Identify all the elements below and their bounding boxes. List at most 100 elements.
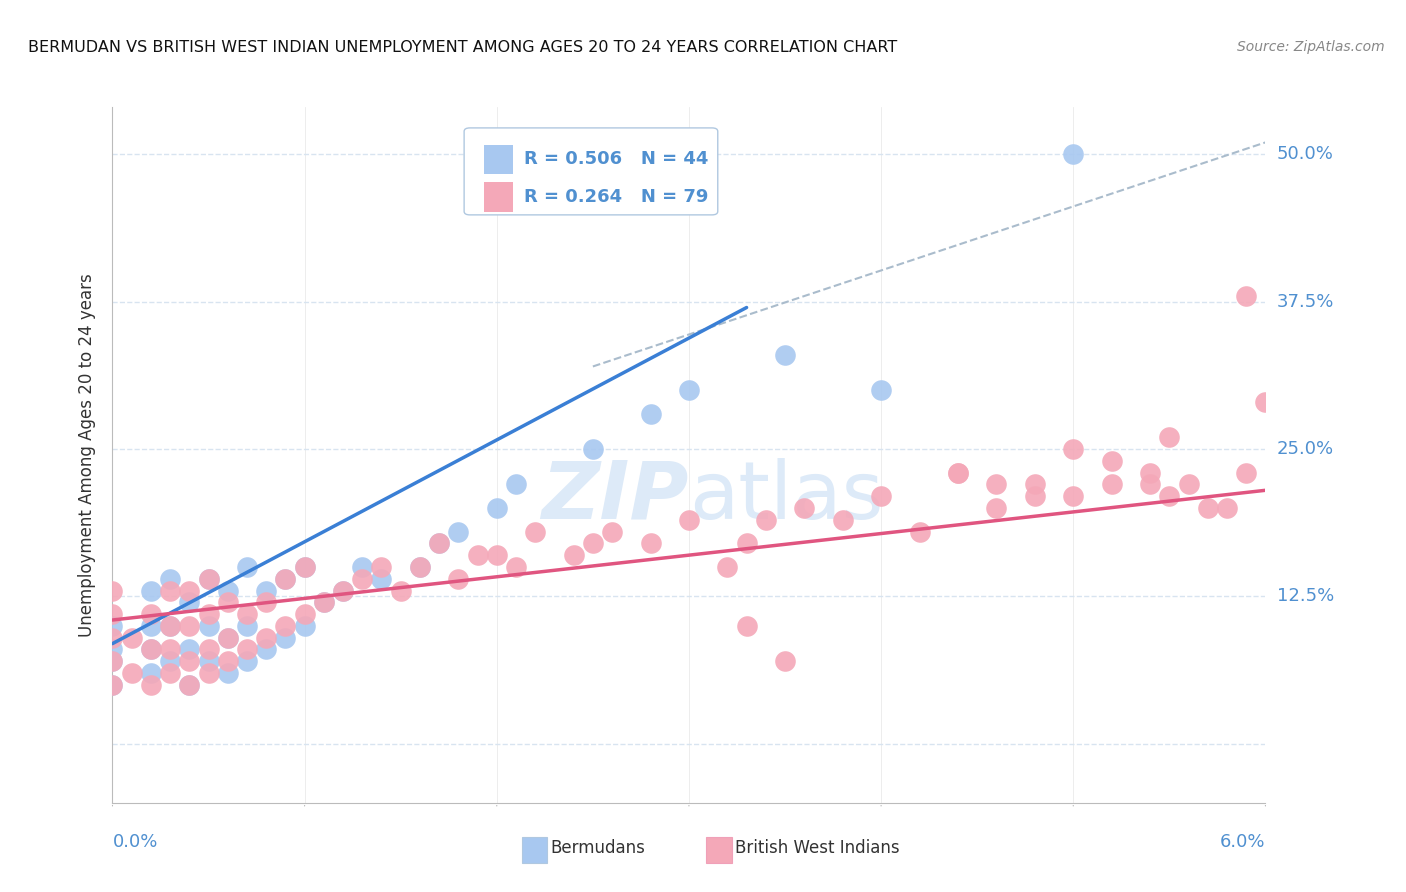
Text: 12.5%: 12.5% xyxy=(1277,588,1334,606)
Point xyxy=(312,595,335,609)
Point xyxy=(352,560,374,574)
Point xyxy=(409,560,432,574)
Point xyxy=(179,678,201,692)
Point xyxy=(908,524,931,539)
Point xyxy=(139,583,162,598)
Point xyxy=(294,560,316,574)
Point xyxy=(1159,489,1181,503)
Point xyxy=(121,666,143,681)
Point xyxy=(197,572,219,586)
Point xyxy=(773,654,796,668)
Point xyxy=(427,536,450,550)
Point xyxy=(294,619,316,633)
FancyBboxPatch shape xyxy=(464,128,718,215)
Bar xyxy=(522,837,547,863)
Point xyxy=(197,654,219,668)
Point xyxy=(332,583,354,598)
Text: R = 0.506   N = 44: R = 0.506 N = 44 xyxy=(524,151,709,169)
Point xyxy=(139,642,162,657)
Point xyxy=(159,619,181,633)
Point xyxy=(274,619,297,633)
Point xyxy=(139,678,162,692)
Point xyxy=(179,642,201,657)
Point xyxy=(600,524,623,539)
Point xyxy=(946,466,969,480)
Point xyxy=(121,631,143,645)
Point xyxy=(139,607,162,621)
Point xyxy=(1159,430,1181,444)
Point xyxy=(159,572,181,586)
Point xyxy=(716,560,738,574)
Text: Source: ZipAtlas.com: Source: ZipAtlas.com xyxy=(1237,40,1385,54)
Point xyxy=(1234,289,1257,303)
Point xyxy=(159,654,181,668)
Point xyxy=(179,595,201,609)
Text: 50.0%: 50.0% xyxy=(1277,145,1333,163)
Point xyxy=(236,560,259,574)
Text: atlas: atlas xyxy=(689,458,883,536)
Point xyxy=(217,631,239,645)
Point xyxy=(1139,477,1161,491)
Point xyxy=(236,619,259,633)
Point xyxy=(640,536,662,550)
Point xyxy=(582,442,605,456)
Text: 0.0%: 0.0% xyxy=(112,833,157,851)
Point xyxy=(946,466,969,480)
Point xyxy=(312,595,335,609)
Point xyxy=(582,536,605,550)
Point xyxy=(179,678,201,692)
Text: British West Indians: British West Indians xyxy=(735,839,900,857)
Text: ZIP: ZIP xyxy=(541,458,689,536)
Point xyxy=(332,583,354,598)
Point xyxy=(831,513,853,527)
Point xyxy=(793,500,815,515)
Point xyxy=(101,654,124,668)
Point xyxy=(1062,489,1084,503)
Point xyxy=(1216,500,1239,515)
Point xyxy=(254,631,277,645)
Point xyxy=(870,383,893,397)
Point xyxy=(505,560,527,574)
Point xyxy=(101,631,124,645)
Point xyxy=(217,583,239,598)
Point xyxy=(1234,466,1257,480)
Point xyxy=(139,619,162,633)
Text: Bermudans: Bermudans xyxy=(551,839,645,857)
Bar xyxy=(706,837,731,863)
Point xyxy=(217,666,239,681)
Point xyxy=(735,536,758,550)
Bar xyxy=(484,182,513,211)
Point xyxy=(447,572,470,586)
Point xyxy=(236,642,259,657)
Point xyxy=(274,572,297,586)
Y-axis label: Unemployment Among Ages 20 to 24 years: Unemployment Among Ages 20 to 24 years xyxy=(77,273,96,637)
Point xyxy=(870,489,893,503)
Point xyxy=(139,642,162,657)
Point xyxy=(524,524,547,539)
Point xyxy=(735,619,758,633)
Point xyxy=(447,524,470,539)
Point xyxy=(389,583,412,598)
Point xyxy=(1177,477,1199,491)
Point xyxy=(1062,442,1084,456)
Point xyxy=(179,583,201,598)
Point xyxy=(1062,147,1084,161)
Point xyxy=(678,513,700,527)
Point xyxy=(101,678,124,692)
Point xyxy=(197,619,219,633)
Point xyxy=(159,583,181,598)
Point xyxy=(640,407,662,421)
Point xyxy=(352,572,374,586)
Point xyxy=(197,642,219,657)
Point xyxy=(197,607,219,621)
Point xyxy=(755,513,778,527)
Point xyxy=(505,477,527,491)
Point xyxy=(197,666,219,681)
Point xyxy=(101,619,124,633)
Text: 25.0%: 25.0% xyxy=(1277,440,1334,458)
Point xyxy=(294,560,316,574)
Point xyxy=(678,383,700,397)
Text: 6.0%: 6.0% xyxy=(1220,833,1265,851)
Point xyxy=(274,631,297,645)
Point xyxy=(485,500,508,515)
